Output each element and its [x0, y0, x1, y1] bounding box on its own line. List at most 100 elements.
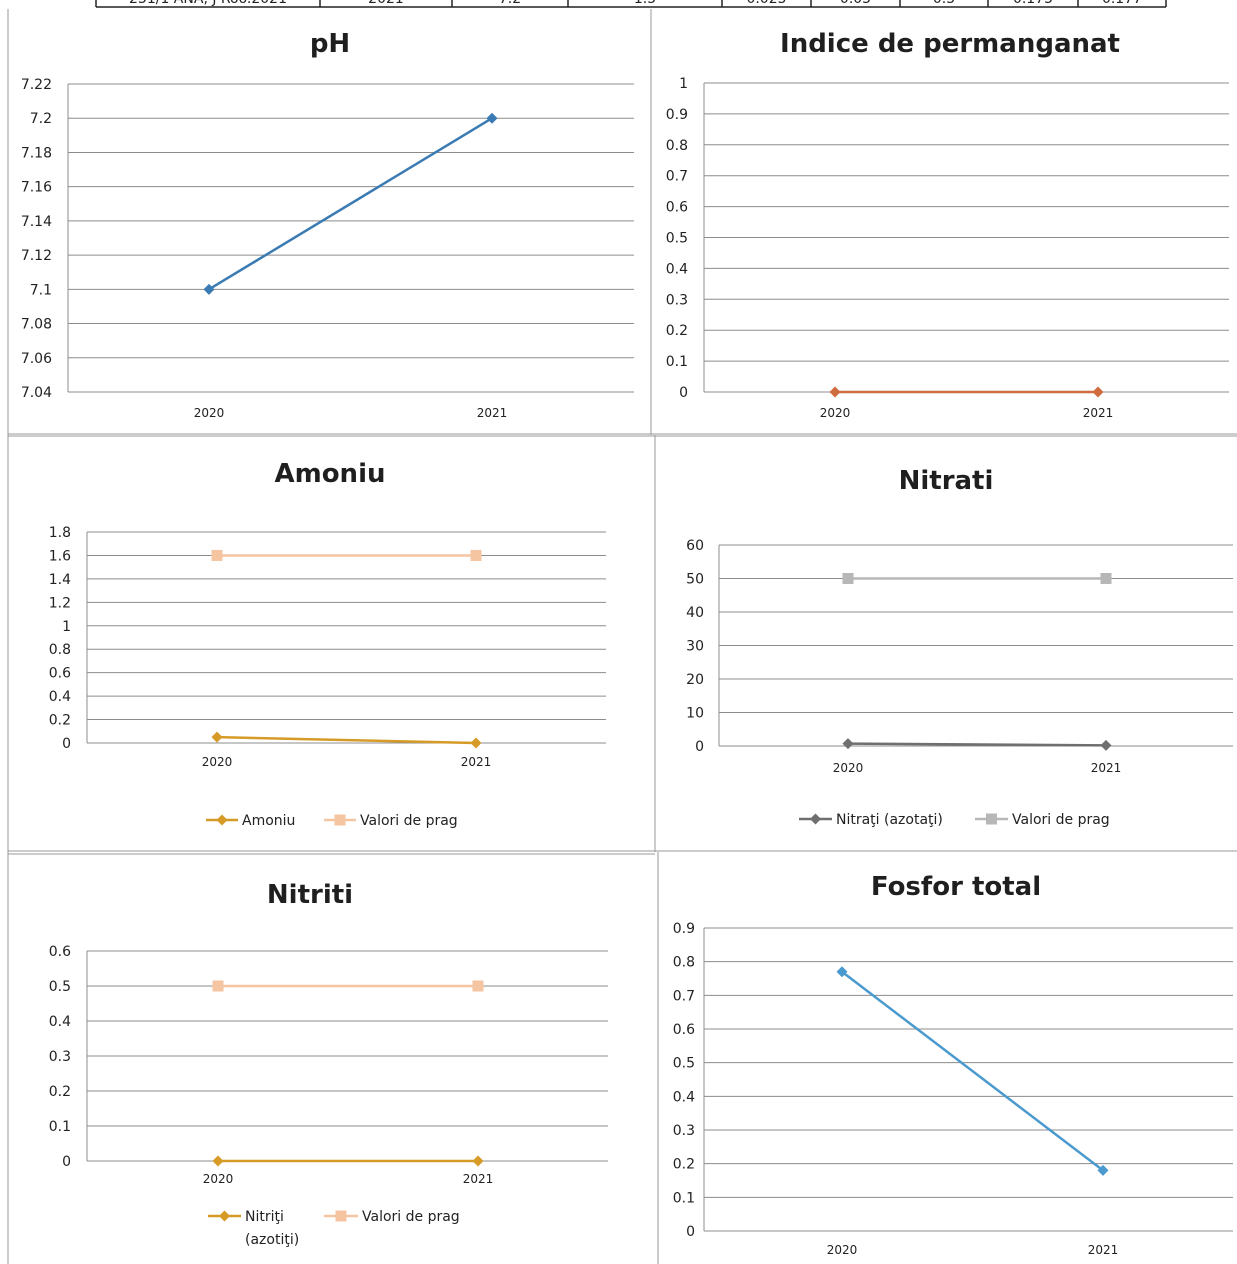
y-tick-label: 7.04	[21, 385, 52, 401]
x-tick-label: 2020	[202, 755, 233, 769]
legend-label: Nitriţi	[245, 1209, 284, 1225]
y-tick-label: 1.2	[49, 595, 71, 611]
data-point-marker	[334, 814, 346, 826]
chart-nitriti: Nitriti 0 0.1 0.2 0.3 0.4 0.5 0.6 2020 2021 Nitriţ…	[49, 880, 608, 1248]
legend-label: Valori de prag	[362, 1209, 460, 1225]
y-tick-label: 0	[62, 736, 71, 752]
x-tick-label: 2020	[827, 1243, 858, 1257]
y-tick-label: 0.2	[666, 323, 688, 339]
y-tick-label: 0.2	[49, 1084, 71, 1100]
y-tick-label: 0.3	[673, 1123, 695, 1139]
table-cell: 0.175	[1013, 0, 1053, 7]
data-point-marker	[211, 549, 223, 561]
table-cell: 2021	[368, 0, 404, 7]
chart-title: Nitriti	[267, 880, 353, 910]
table-cell: 0.177	[1102, 0, 1142, 7]
y-tick-label: 0.9	[673, 921, 695, 937]
y-tick-label: 20	[686, 672, 704, 688]
legend-item: Valori de prag	[324, 813, 458, 829]
data-point-marker	[216, 814, 228, 826]
y-tick-label: 0.1	[49, 1119, 71, 1135]
table-cell: 0.05	[840, 0, 871, 7]
x-tick-label: 2021	[461, 755, 492, 769]
data-point-marker	[1097, 1164, 1109, 1176]
data-point-marker	[486, 112, 498, 124]
y-tick-label: 7.14	[21, 214, 52, 230]
table-cell: 1.5	[634, 0, 656, 7]
x-tick-label: 2021	[1091, 761, 1122, 775]
y-tick-label: 0.8	[673, 955, 695, 971]
y-tick-label: 0.8	[666, 138, 688, 154]
data-point-marker	[470, 549, 482, 561]
y-tick-label: 0.5	[666, 231, 688, 247]
data-point-marker	[836, 966, 848, 978]
x-tick-label: 2021	[1083, 406, 1114, 420]
legend-label: (azotiţi)	[245, 1232, 299, 1248]
data-point-marker	[829, 386, 841, 398]
chart-ph: pH 7.04 7.06 7.08 7.1 7.12 7.14 7.16 7.18 7.2 7.22…	[21, 29, 634, 420]
y-tick-label: 0.1	[666, 354, 688, 370]
data-point-marker	[842, 573, 854, 584]
y-tick-label: 0.4	[666, 261, 688, 277]
y-tick-label: 7.16	[21, 180, 52, 196]
charts-layer: pH 7.04 7.06 7.08 7.1 7.12 7.14 7.16 7.18 7.2 7.22…	[21, 29, 1233, 1257]
legend-item: Nitraţi (azotaţi)	[799, 812, 943, 828]
y-tick-label: 7.2	[30, 111, 52, 127]
data-point-marker	[810, 813, 821, 825]
y-tick-label: 0.5	[49, 979, 71, 995]
y-tick-label: 0	[686, 1224, 695, 1240]
series-line	[847, 742, 1107, 747]
data-point-marker	[211, 731, 223, 743]
series-line	[216, 735, 477, 745]
chart-title: pH	[310, 29, 350, 59]
legend-label: Nitraţi (azotaţi)	[836, 812, 943, 828]
legend-label: Amoniu	[242, 813, 295, 829]
y-tick-label: 0	[695, 739, 704, 755]
y-tick-label: 0.3	[49, 1049, 71, 1065]
y-tick-label: 7.06	[21, 351, 52, 367]
y-tick-label: 0.5	[673, 1056, 695, 1072]
table-cell: 231/1 ANA, J Roo.2021	[129, 0, 287, 7]
legend-item: Valori de prag	[324, 1209, 460, 1225]
y-tick-label: 50	[686, 572, 704, 588]
data-point-marker	[1092, 386, 1104, 398]
chart-nitrati: Nitrati 0 10 20 30 40 50 60 2020 2021 Nitraţi (azo…	[686, 466, 1233, 828]
y-tick-label: 0.7	[666, 169, 688, 185]
chart-fosfor: Fosfor total 0 0.1 0.2 0.3 0.4 0.5 0.6 0.7 0.8 0.9…	[673, 872, 1233, 1257]
chart-title: Indice de permanganat	[780, 29, 1120, 59]
y-tick-label: 7.12	[21, 248, 52, 264]
y-tick-label: 0.4	[49, 1014, 71, 1030]
y-tick-label: 1.6	[49, 548, 71, 564]
y-tick-label: 0.6	[49, 666, 71, 682]
y-tick-label: 0.6	[49, 944, 71, 960]
data-point-marker	[203, 283, 215, 295]
data-point-marker	[1100, 739, 1112, 751]
legend-label: Valori de prag	[360, 813, 458, 829]
x-tick-label: 2020	[194, 406, 225, 420]
y-tick-label: 0.9	[666, 107, 688, 123]
chart-title: Fosfor total	[871, 872, 1041, 902]
legend-item: Amoniu	[206, 813, 295, 829]
x-tick-label: 2021	[463, 1172, 494, 1186]
y-tick-label: 0.6	[666, 200, 688, 216]
table-cell: 0.5	[933, 0, 955, 7]
x-tick-label: 2021	[1088, 1243, 1119, 1257]
data-point-marker	[212, 980, 224, 992]
chart-title: Nitrati	[899, 466, 994, 496]
y-tick-label: 0.4	[673, 1089, 695, 1105]
table-cell: 0.025	[746, 0, 786, 7]
data-point-marker	[986, 813, 997, 825]
y-tick-label: 10	[686, 706, 704, 722]
x-tick-label: 2021	[477, 406, 508, 420]
legend-item: Nitriţi (azotiţi)	[208, 1209, 299, 1248]
y-tick-label: 1	[62, 619, 71, 635]
data-point-marker	[842, 738, 854, 750]
y-tick-label: 0.8	[49, 642, 71, 658]
top-table-row: 231/1 ANA, J Roo.2021 2021 7.2 1.5 0.025 0.05…	[95, 0, 1167, 8]
y-tick-label: 1	[679, 76, 688, 92]
x-tick-label: 2020	[820, 406, 851, 420]
data-point-marker	[335, 1210, 347, 1222]
x-tick-label: 2020	[833, 761, 864, 775]
y-tick-label: 0.1	[673, 1190, 695, 1206]
data-point-marker	[219, 1210, 230, 1222]
